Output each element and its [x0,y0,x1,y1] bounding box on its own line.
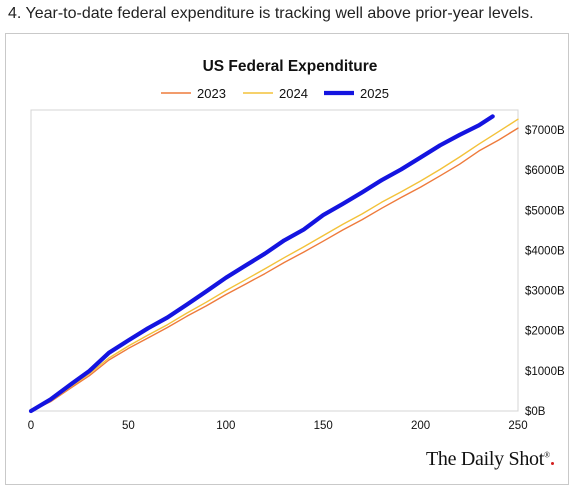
y-tick-label: $4000B [525,245,565,257]
chart-title: US Federal Expenditure [203,58,378,75]
x-tick-label: 200 [411,420,430,432]
x-tick-label: 100 [216,420,235,432]
y-tick-label: $1000B [525,366,565,378]
y-tick-label: $7000B [525,125,565,137]
series-line-2023 [30,127,519,412]
y-axis: $0B $1000B $2000B $3000B $4000B $5000B $6000B $… [525,125,565,418]
legend-label-2023: 2023 [197,86,226,101]
x-tick-label: 0 [28,420,34,432]
source-brand: The Daily Shot® [426,448,554,471]
legend-label-2024: 2024 [279,86,308,101]
series-lines [28,114,519,414]
registered-mark: ® [544,450,550,460]
series-line-2025 [28,114,495,414]
x-tick-label: 150 [314,420,333,432]
y-tick-label: $0B [525,406,546,418]
source-brand-text: The Daily Shot [426,448,545,470]
y-tick-label: $2000B [525,326,565,338]
y-tick-label: $5000B [525,205,565,217]
line-chart: US Federal Expenditure 2023 2024 2025 0 50 1… [28,58,565,432]
figure-caption: 4. Year-to-date federal expenditure is t… [8,5,534,22]
chart-card: US Federal Expenditure 2023 2024 2025 0 50 1… [5,33,569,485]
plot-area-frame [30,109,519,412]
y-tick-label: $3000B [525,286,565,298]
y-tick-label: $6000B [525,165,565,177]
brand-dot-icon [550,462,554,465]
x-tick-label: 50 [122,420,135,432]
legend: 2023 2024 2025 [161,86,389,101]
x-axis: 0 50 100 150 200 250 [28,420,528,432]
legend-label-2025: 2025 [360,86,389,101]
series-line-2024 [30,118,519,412]
x-tick-label: 250 [508,420,527,432]
